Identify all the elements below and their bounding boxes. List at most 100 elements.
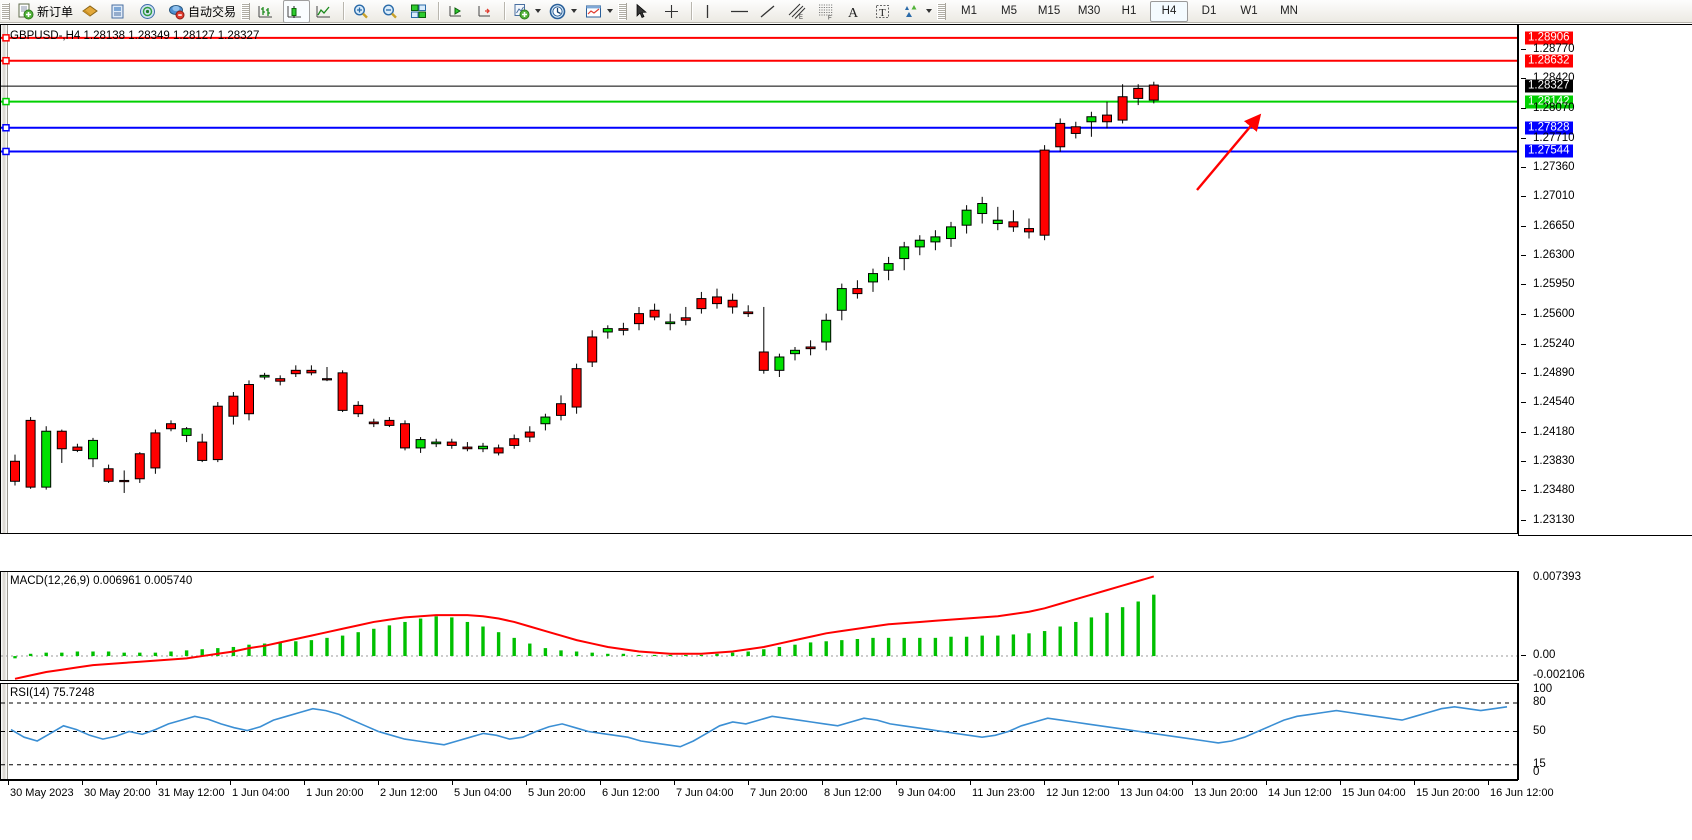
price-tick-label: 1.26650 <box>1533 220 1575 233</box>
time-tick-label: 11 Jun 23:00 <box>972 787 1035 799</box>
price-axis-line <box>1518 25 1519 535</box>
time-tick <box>822 781 823 785</box>
price-tick <box>1521 372 1526 374</box>
timeframe-m30[interactable]: M30 <box>1077 5 1101 17</box>
chevron-down-icon[interactable] <box>926 9 933 13</box>
time-tick-label: 5 Jun 04:00 <box>454 787 512 799</box>
line-chart-button[interactable] <box>312 0 339 23</box>
timeframe-mn[interactable]: MN <box>1280 5 1298 17</box>
toolbar-separator-3 <box>504 2 507 20</box>
price-tick-label: 1.25240 <box>1533 337 1575 350</box>
macd-pane[interactable]: MACD(12,26,9) 0.006961 0.005740 <box>0 571 1518 681</box>
shapes-button[interactable] <box>900 0 935 23</box>
toolbar-grip-3[interactable] <box>618 2 628 20</box>
shapes-icon <box>903 3 921 20</box>
price-tick <box>1521 78 1526 80</box>
macd-left-grip <box>1 572 8 680</box>
time-tick-label: 2 Jun 12:00 <box>380 787 438 799</box>
price-tick-label: 1.23130 <box>1533 513 1575 526</box>
price-level-tag[interactable]: 1.28327 <box>1525 79 1573 93</box>
signals-button[interactable] <box>136 0 163 23</box>
timeframe-d1[interactable]: D1 <box>1201 5 1217 17</box>
svg-text:F: F <box>828 15 832 20</box>
time-tick <box>748 781 749 785</box>
chevron-down-icon[interactable] <box>607 9 614 13</box>
new-order-icon <box>17 3 34 20</box>
rsi-scale: 100 80 50 15 0 <box>1518 683 1692 780</box>
rsi-tick-label: 80 <box>1533 696 1546 708</box>
trendline-button[interactable] <box>755 0 782 23</box>
time-tick-label: 7 Jun 20:00 <box>750 787 808 799</box>
period-button[interactable] <box>546 0 580 23</box>
status-bar <box>0 806 1692 840</box>
price-level-tag[interactable]: 1.27828 <box>1525 121 1573 135</box>
price-tick <box>1521 255 1526 257</box>
text-button[interactable]: A <box>842 0 869 23</box>
rsi-tick-label: 50 <box>1533 724 1546 737</box>
text-label-button[interactable]: T <box>871 0 898 23</box>
timeframe-group: M1 M5 M15 M30 H1 H4 D1 W1 MN <box>949 0 1309 22</box>
cursor-button[interactable] <box>631 0 658 23</box>
bar-chart-button[interactable] <box>254 0 281 23</box>
price-scale[interactable]: 1.28906 1.28770 1.28632 1.28420 1.28327 1.281… <box>1518 24 1692 536</box>
timeframe-h1[interactable]: H1 <box>1121 5 1137 17</box>
price-chart-pane[interactable]: GBPUSD-,H4 1.28138 1.28349 1.28127 1.283… <box>0 24 1518 534</box>
time-tick-label: 8 Jun 12:00 <box>824 787 882 799</box>
cursor-icon <box>634 3 649 19</box>
rsi-pane[interactable]: RSI(14) 75.7248 <box>0 683 1518 780</box>
autotrading-button[interactable]: 自动交易 <box>165 0 239 23</box>
toolbar-grip-4[interactable] <box>937 2 947 20</box>
chart-shift-button[interactable] <box>473 0 500 23</box>
time-scale[interactable]: 30 May 2023 30 May 20:00 31 May 12:00 1 Jun… <box>0 780 1554 807</box>
expert-advisors-button[interactable] <box>107 0 134 23</box>
candlestick-chart-button[interactable] <box>283 0 311 23</box>
add-indicator-button[interactable] <box>510 0 544 23</box>
toolbar-grip-2[interactable] <box>241 2 251 20</box>
indicators-button[interactable] <box>78 0 105 23</box>
trend-arrow-annotation <box>1196 113 1262 191</box>
timeframe-w1[interactable]: W1 <box>1240 5 1258 17</box>
toolbar-grip[interactable] <box>1 2 10 20</box>
time-tick <box>600 781 601 785</box>
price-tick <box>1521 284 1526 286</box>
time-tick-label: 6 Jun 12:00 <box>602 787 660 799</box>
zoom-in-button[interactable] <box>349 0 376 23</box>
macd-label: MACD(12,26,9) 0.006961 0.005740 <box>10 575 193 587</box>
price-tick-label: 1.25950 <box>1533 278 1575 291</box>
auto-scroll-button[interactable] <box>444 0 471 23</box>
fibonacci-button[interactable]: F <box>813 0 840 23</box>
price-tick <box>1521 343 1526 345</box>
macd-scale: 0.007393 0.00 -0.002106 <box>1518 571 1692 681</box>
chevron-down-icon[interactable] <box>535 9 542 13</box>
rsi-tick-label: 100 <box>1533 683 1553 695</box>
price-level-tag[interactable]: 1.28142 <box>1525 95 1573 109</box>
chart-title: GBPUSD-,H4 1.28138 1.28349 1.28127 1.283… <box>10 30 260 42</box>
price-level-tag[interactable]: 1.28632 <box>1525 54 1573 68</box>
vertical-line-button[interactable] <box>697 0 724 23</box>
toolbar-separator-2 <box>438 2 441 20</box>
price-tick <box>1521 49 1526 51</box>
templates-button[interactable] <box>582 0 616 23</box>
price-level-tag[interactable]: 1.27544 <box>1525 144 1573 158</box>
price-level-tag[interactable]: 1.28906 <box>1525 31 1573 45</box>
chart-shift-icon <box>476 3 493 20</box>
crosshair-button[interactable] <box>660 0 687 23</box>
price-tick-label: 1.27010 <box>1533 190 1575 202</box>
price-tick-label: 1.23830 <box>1533 455 1575 468</box>
timeframe-m5[interactable]: M5 <box>1001 5 1018 17</box>
tile-windows-button[interactable] <box>407 0 434 23</box>
rsi-axis-line <box>1518 683 1519 780</box>
time-tick-label: 9 Jun 04:00 <box>898 787 956 799</box>
chevron-down-icon[interactable] <box>571 9 578 13</box>
new-order-button[interactable]: 新订单 <box>14 0 76 23</box>
price-tick-label: 1.24180 <box>1533 426 1575 439</box>
timeframe-h4[interactable]: H4 <box>1150 0 1189 22</box>
timeframe-m1[interactable]: M1 <box>961 5 978 17</box>
macd-tick-label: 0.00 <box>1533 649 1556 662</box>
zoom-out-button[interactable] <box>378 0 405 23</box>
add-indicator-icon <box>513 3 530 20</box>
time-tick-label: 15 Jun 20:00 <box>1416 787 1480 799</box>
horizontal-line-button[interactable] <box>726 0 753 23</box>
equidistant-channel-button[interactable]: E <box>784 0 811 23</box>
timeframe-m15[interactable]: M15 <box>1037 5 1061 17</box>
